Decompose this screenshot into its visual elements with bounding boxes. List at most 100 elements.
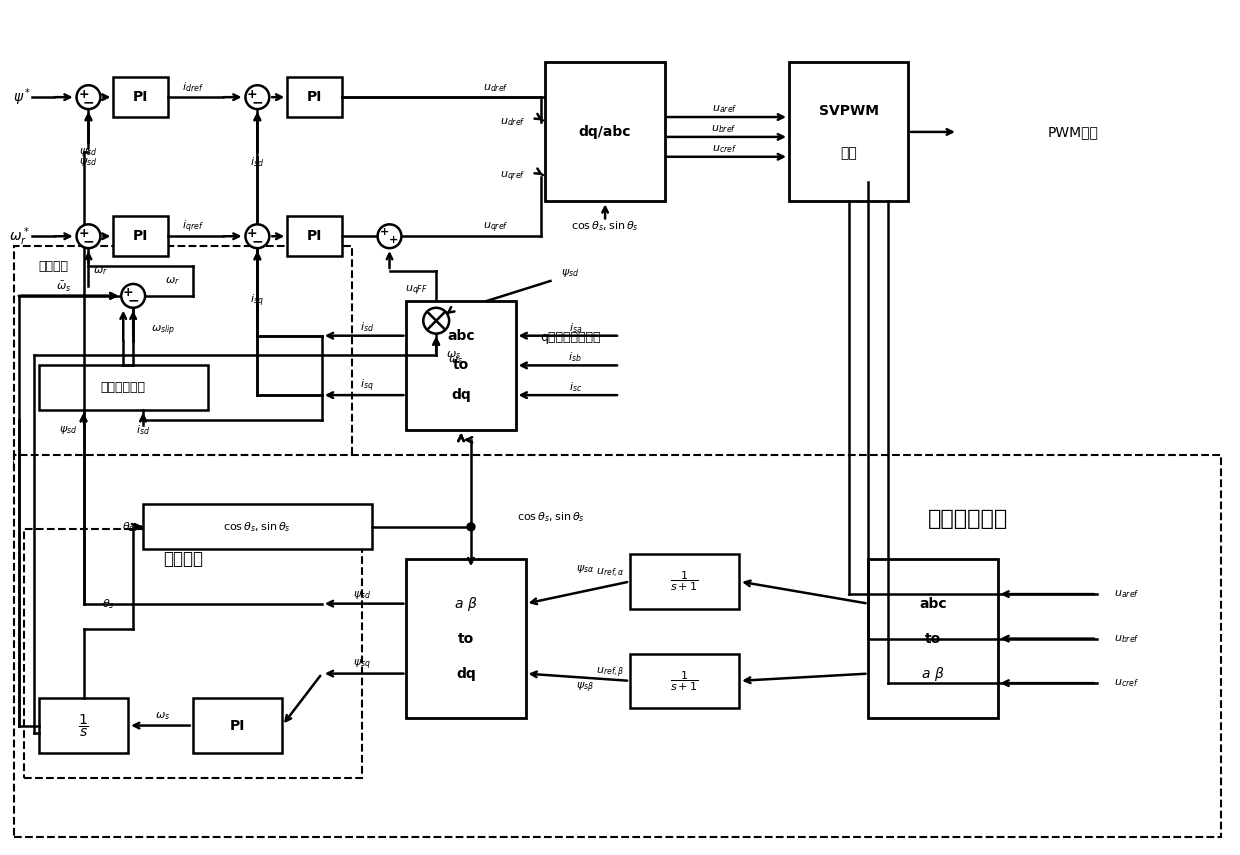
Text: abc: abc [448,328,475,343]
Text: $\omega_s$: $\omega_s$ [449,355,464,366]
Text: abc: abc [919,597,947,610]
Text: $\omega_s$: $\omega_s$ [155,711,171,722]
Text: +: + [78,227,89,239]
Text: $i_{sd}$: $i_{sd}$ [250,155,264,168]
Text: 数字锁相: 数字锁相 [162,550,203,568]
Text: 转差频率估计: 转差频率估计 [100,381,146,394]
Text: $u_{bref}$: $u_{bref}$ [712,123,737,135]
Text: $u_{dref}$: $u_{dref}$ [500,116,526,128]
Text: $\cos\theta_s, \sin\theta_s$: $\cos\theta_s, \sin\theta_s$ [517,510,584,524]
Bar [38,365,207,410]
Bar [868,559,997,718]
Text: $\psi_{sd}$: $\psi_{sd}$ [60,424,78,436]
Text: to: to [458,632,474,646]
Text: 定子磁链估计: 定子磁链估计 [928,510,1008,529]
Text: dq/abc: dq/abc [579,125,631,139]
Text: $\dfrac{1}{s+1}$: $\dfrac{1}{s+1}$ [671,569,699,593]
Text: $\psi^*$: $\psi^*$ [12,86,31,108]
Circle shape [378,224,402,248]
Text: $\psi_{s\beta}$: $\psi_{s\beta}$ [577,681,594,695]
Text: +: + [379,227,389,238]
Bar [407,301,516,430]
Bar [14,455,1221,837]
Bar [407,559,526,718]
Text: $\psi_{sd}$: $\psi_{sd}$ [79,156,98,168]
Text: $u_{aref}$: $u_{aref}$ [712,103,737,115]
Text: $\omega_r^*$: $\omega_r^*$ [9,225,30,248]
Text: SVPWM: SVPWM [818,104,878,118]
Text: $\psi_{sq}$: $\psi_{sq}$ [352,657,371,672]
Text: $u_{ref,\alpha}$: $u_{ref,\alpha}$ [596,567,625,580]
Text: $u_{dref}$: $u_{dref}$ [482,82,508,94]
Text: $\bar{\omega}_s$: $\bar{\omega}_s$ [56,280,71,294]
Text: $i_{dref}$: $i_{dref}$ [182,80,203,94]
Bar [14,246,352,469]
Circle shape [77,86,100,109]
Text: $i_{sa}$: $i_{sa}$ [569,321,582,334]
Text: $\omega_r$: $\omega_r$ [165,275,180,287]
Text: −: − [128,294,139,308]
Text: $\omega_s$: $\omega_s$ [446,350,461,362]
Bar [630,653,739,708]
Text: $\omega_{slip}$: $\omega_{slip}$ [151,323,175,338]
Text: PI: PI [229,718,246,733]
Text: $i_{sc}$: $i_{sc}$ [569,380,582,394]
Bar [113,216,167,256]
Text: +: + [389,235,398,245]
Text: PI: PI [306,90,322,104]
Text: $u_{cref}$: $u_{cref}$ [1115,677,1140,689]
Text: $\dfrac{1}{s+1}$: $\dfrac{1}{s+1}$ [671,669,699,693]
Text: +: + [123,286,134,299]
Circle shape [467,523,475,531]
Text: $\dfrac{1}{s}$: $\dfrac{1}{s}$ [78,712,89,739]
Text: −: − [83,95,94,109]
Text: to: to [453,358,469,373]
Bar [38,699,128,753]
Text: PI: PI [133,90,149,104]
Text: +: + [78,88,89,101]
Text: $a\ \beta$: $a\ \beta$ [454,594,477,613]
Text: $i_{qref}$: $i_{qref}$ [182,218,203,234]
Text: $u_{ref,\beta}$: $u_{ref,\beta}$ [596,666,625,680]
Bar [288,216,342,256]
Bar [24,529,362,778]
Text: $u_{qFF}$: $u_{qFF}$ [404,284,428,298]
Bar [113,77,167,117]
Text: $a\ \beta$: $a\ \beta$ [921,664,945,682]
Text: −: − [252,234,263,248]
Text: PWM输出: PWM输出 [1048,125,1099,139]
Text: $\theta_s$: $\theta_s$ [102,597,114,610]
Circle shape [246,86,269,109]
Text: $u_{aref}$: $u_{aref}$ [1114,588,1140,600]
Bar [143,504,372,549]
Text: q轴指令电压前馈: q轴指令电压前馈 [541,331,600,344]
Text: dq: dq [451,388,471,402]
Bar [630,554,739,609]
Text: −: − [83,234,94,248]
Bar [789,62,908,202]
Text: $u_{qref}$: $u_{qref}$ [482,220,508,234]
Bar [546,62,665,202]
Text: 转速估计: 转速估计 [38,260,68,273]
Text: $i_{sq}$: $i_{sq}$ [360,378,373,394]
Text: 调制: 调制 [841,146,857,160]
Text: +: + [247,88,258,101]
Text: to: to [925,632,941,646]
Bar [192,699,283,753]
Text: dq: dq [456,667,476,681]
Text: −: − [252,95,263,109]
Text: $\cos\theta_s, \sin\theta_s$: $\cos\theta_s, \sin\theta_s$ [223,520,291,534]
Text: +: + [247,227,258,239]
Text: $\omega_r$: $\omega_r$ [93,265,108,277]
Circle shape [246,224,269,248]
Text: $i_{sq}$: $i_{sq}$ [250,292,264,309]
Text: PI: PI [133,229,149,244]
Text: $\psi_{s\alpha}$: $\psi_{s\alpha}$ [577,563,594,575]
Circle shape [122,284,145,308]
Circle shape [77,224,100,248]
Text: $\theta_s$: $\theta_s$ [122,520,135,534]
Text: $\psi_{sd}$: $\psi_{sd}$ [79,146,98,158]
Text: $u_{bref}$: $u_{bref}$ [1114,633,1140,645]
Text: $i_{sb}$: $i_{sb}$ [568,351,582,364]
Bar [288,77,342,117]
